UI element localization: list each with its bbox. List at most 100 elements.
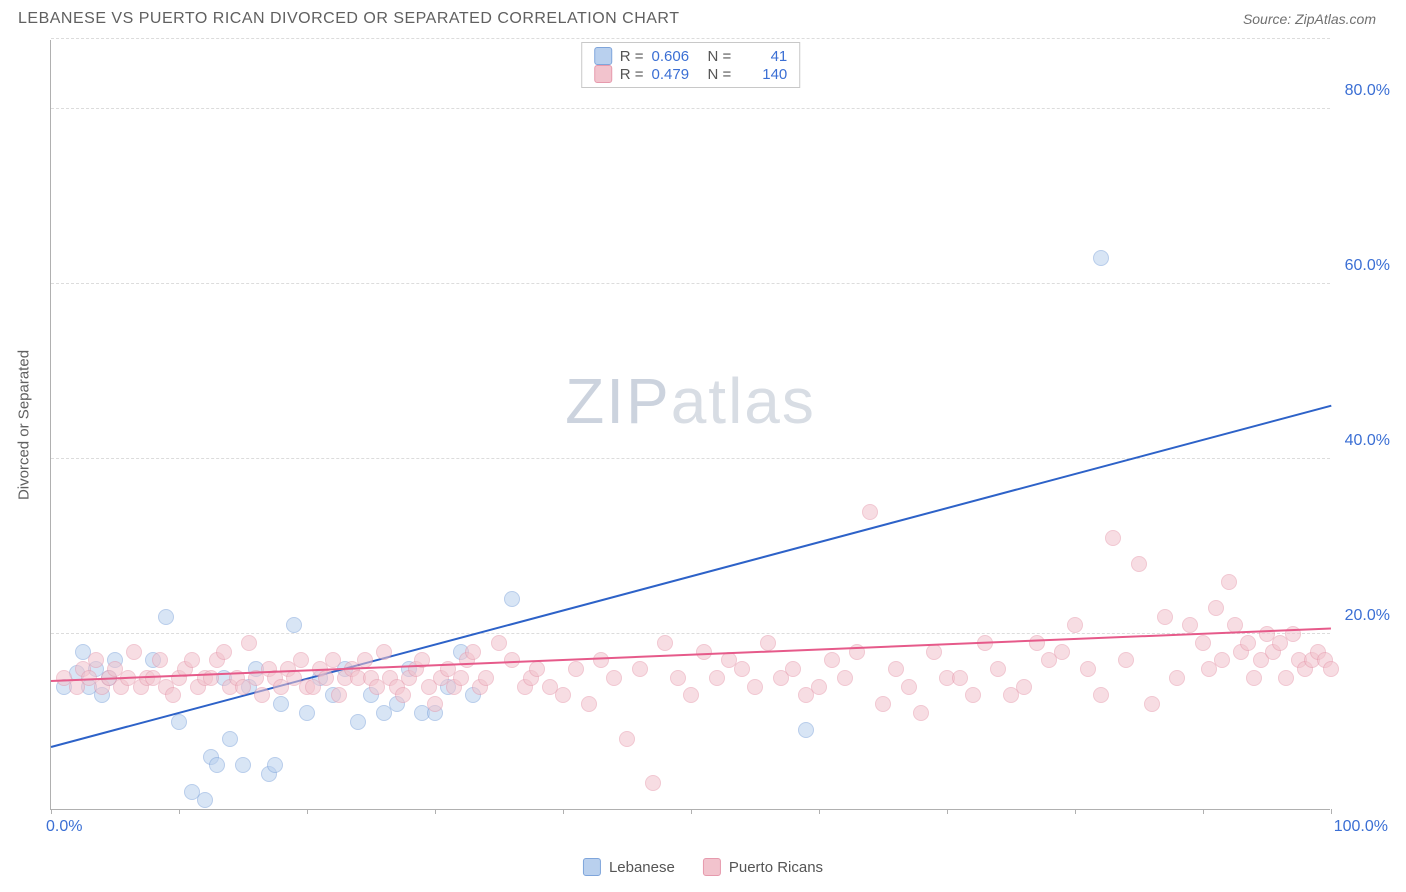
data-point (216, 644, 232, 660)
data-point (1240, 635, 1256, 651)
watermark: ZIPatlas (565, 364, 816, 438)
x-tick (563, 809, 564, 814)
data-point (293, 652, 309, 668)
y-tick-label: 80.0% (1345, 82, 1390, 100)
chart-title: LEBANESE VS PUERTO RICAN DIVORCED OR SEP… (18, 10, 679, 28)
data-point (209, 757, 225, 773)
data-point (171, 714, 187, 730)
y-tick-label: 60.0% (1345, 257, 1390, 275)
data-point (357, 652, 373, 668)
legend-series: Lebanese Puerto Ricans (583, 858, 823, 876)
data-point (286, 617, 302, 633)
data-point (1029, 635, 1045, 651)
data-point (273, 696, 289, 712)
chart-area: Divorced or Separated ZIPatlas R =0.606N… (50, 40, 1330, 810)
data-point (529, 661, 545, 677)
data-point (952, 670, 968, 686)
data-point (1093, 250, 1109, 266)
data-point (1323, 661, 1339, 677)
data-point (491, 635, 507, 651)
data-point (606, 670, 622, 686)
x-tick (1075, 809, 1076, 814)
data-point (1067, 617, 1083, 633)
data-point (901, 679, 917, 695)
data-point (203, 670, 219, 686)
data-point (254, 687, 270, 703)
x-tick (51, 809, 52, 814)
data-point (965, 687, 981, 703)
data-point (350, 714, 366, 730)
data-point (888, 661, 904, 677)
data-point (913, 705, 929, 721)
data-point (1221, 574, 1237, 590)
data-point (824, 652, 840, 668)
data-point (657, 635, 673, 651)
data-point (1054, 644, 1070, 660)
data-point (555, 687, 571, 703)
data-point (798, 722, 814, 738)
data-point (696, 644, 712, 660)
x-tick-0: 0.0% (46, 818, 82, 836)
data-point (241, 635, 257, 651)
data-point (1195, 635, 1211, 651)
data-point (1246, 670, 1262, 686)
legend-item: Puerto Ricans (703, 858, 823, 876)
x-tick (819, 809, 820, 814)
legend-stats: R =0.606N =41R =0.479N =140 (581, 42, 801, 88)
x-tick-100: 100.0% (1334, 818, 1388, 836)
data-point (1214, 652, 1230, 668)
plot-region: ZIPatlas R =0.606N =41R =0.479N =140 20.… (50, 40, 1330, 810)
data-point (645, 775, 661, 791)
data-point (990, 661, 1006, 677)
data-point (453, 670, 469, 686)
gridline (51, 283, 1330, 284)
x-tick (947, 809, 948, 814)
data-point (1105, 530, 1121, 546)
data-point (734, 661, 750, 677)
y-tick-label: 20.0% (1345, 607, 1390, 625)
data-point (1016, 679, 1032, 695)
data-point (1080, 661, 1096, 677)
data-point (1131, 556, 1147, 572)
trend-line (51, 628, 1331, 682)
data-point (785, 661, 801, 677)
data-point (222, 731, 238, 747)
data-point (184, 652, 200, 668)
data-point (504, 591, 520, 607)
data-point (670, 670, 686, 686)
data-point (1118, 652, 1134, 668)
data-point (376, 644, 392, 660)
x-tick (1331, 809, 1332, 814)
data-point (299, 705, 315, 721)
gridline (51, 108, 1330, 109)
x-tick (691, 809, 692, 814)
data-point (331, 687, 347, 703)
data-point (165, 687, 181, 703)
data-point (318, 670, 334, 686)
data-point (395, 687, 411, 703)
legend-stat-row: R =0.479N =140 (594, 65, 788, 83)
legend-item: Lebanese (583, 858, 675, 876)
data-point (197, 792, 213, 808)
data-point (325, 652, 341, 668)
data-point (619, 731, 635, 747)
data-point (862, 504, 878, 520)
gridline (51, 633, 1330, 634)
y-tick-label: 40.0% (1345, 432, 1390, 450)
data-point (1093, 687, 1109, 703)
x-tick (179, 809, 180, 814)
data-point (152, 652, 168, 668)
data-point (88, 652, 104, 668)
data-point (1144, 696, 1160, 712)
data-point (760, 635, 776, 651)
data-point (126, 644, 142, 660)
data-point (465, 644, 481, 660)
data-point (747, 679, 763, 695)
data-point (811, 679, 827, 695)
data-point (593, 652, 609, 668)
data-point (1208, 600, 1224, 616)
data-point (235, 757, 251, 773)
data-point (1278, 670, 1294, 686)
data-point (568, 661, 584, 677)
data-point (1182, 617, 1198, 633)
